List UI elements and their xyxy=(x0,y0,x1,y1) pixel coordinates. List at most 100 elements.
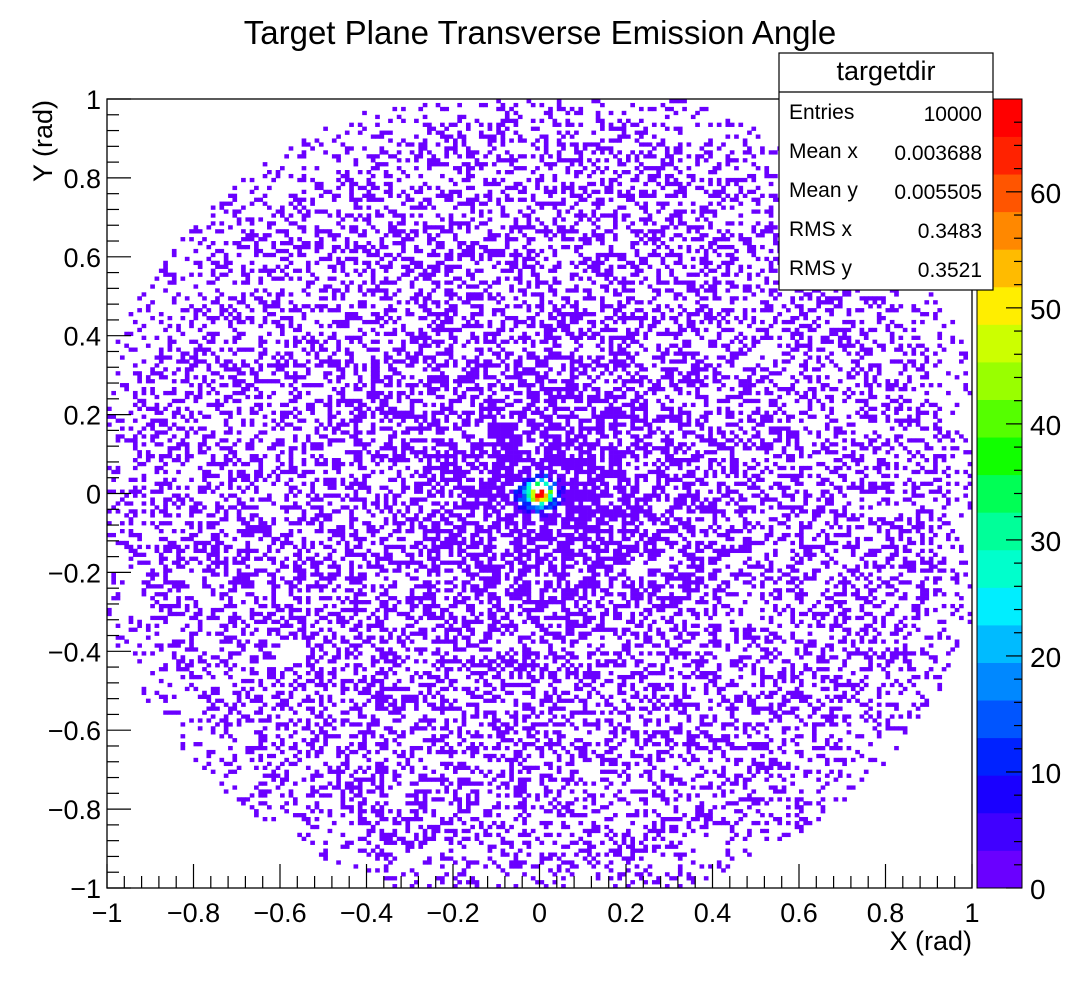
heatmap-cell xyxy=(431,205,437,210)
heatmap-cell xyxy=(353,371,359,376)
heatmap-cell xyxy=(267,225,272,230)
heatmap-cell xyxy=(314,734,320,739)
heatmap-cell xyxy=(249,517,255,522)
heatmap-cell xyxy=(383,497,389,502)
heatmap-cell xyxy=(457,564,462,569)
heatmap-cell xyxy=(414,793,419,798)
heatmap-cell xyxy=(370,458,376,463)
heatmap-cell xyxy=(137,536,142,542)
heatmap-cell xyxy=(310,706,315,711)
heatmap-cell xyxy=(401,627,406,632)
heatmap-cell xyxy=(163,663,168,668)
heatmap-cell xyxy=(258,268,264,273)
heatmap-cell xyxy=(236,438,242,443)
heatmap-cell xyxy=(158,375,164,380)
heatmap-cell xyxy=(349,197,354,202)
heatmap-cell xyxy=(396,663,402,668)
heatmap-cell xyxy=(310,308,315,313)
heatmap-cell xyxy=(249,615,255,621)
heatmap-cell xyxy=(215,276,220,281)
heatmap-cell xyxy=(111,414,116,419)
heatmap-cell xyxy=(453,832,458,838)
heatmap-cell xyxy=(197,694,203,699)
heatmap-cell xyxy=(310,517,315,522)
heatmap-cell xyxy=(431,272,437,277)
heatmap-cell xyxy=(223,458,229,463)
heatmap-cell xyxy=(392,698,398,703)
heatmap-cell xyxy=(310,469,315,475)
heatmap-cell xyxy=(375,197,380,202)
heatmap-cell xyxy=(409,726,415,731)
heatmap-cell xyxy=(267,651,272,656)
heatmap-cell xyxy=(440,477,445,483)
heatmap-cell xyxy=(487,592,493,597)
heatmap-cell xyxy=(353,181,359,187)
heatmap-cell xyxy=(171,446,177,451)
heatmap-cell xyxy=(176,442,181,447)
heatmap-cell xyxy=(154,623,160,628)
heatmap-cell xyxy=(184,430,190,435)
heatmap-cell xyxy=(288,789,294,794)
heatmap-cell xyxy=(444,765,450,770)
heatmap-cell xyxy=(440,469,445,475)
heatmap-cell xyxy=(379,671,385,676)
heatmap-cell xyxy=(310,647,315,652)
heatmap-cell xyxy=(375,852,380,857)
heatmap-cell xyxy=(344,753,350,759)
heatmap-cell xyxy=(435,284,441,289)
heatmap-cell xyxy=(461,868,467,873)
heatmap-cell xyxy=(444,458,450,463)
heatmap-cell xyxy=(353,406,359,411)
heatmap-cell xyxy=(409,844,415,849)
heatmap-cell xyxy=(470,619,475,625)
heatmap-cell xyxy=(340,532,346,538)
heatmap-cell xyxy=(184,375,190,380)
heatmap-cell xyxy=(314,643,320,648)
heatmap-cell xyxy=(461,201,467,206)
heatmap-cell xyxy=(189,532,194,538)
heatmap-cell xyxy=(461,536,467,542)
heatmap-cell xyxy=(314,552,320,557)
heatmap-cell xyxy=(327,639,333,644)
heatmap-cell xyxy=(262,781,268,786)
heatmap-cell xyxy=(474,816,480,822)
heatmap-cell xyxy=(163,544,168,550)
heatmap-cell xyxy=(318,667,324,672)
heatmap-cell xyxy=(422,359,428,364)
heatmap-cell xyxy=(197,655,203,660)
heatmap-cell xyxy=(357,730,363,735)
heatmap-cell xyxy=(366,430,372,435)
heatmap-cell xyxy=(340,264,346,269)
heatmap-cell xyxy=(474,564,480,569)
heatmap-cell xyxy=(206,521,212,526)
heatmap-cell xyxy=(470,402,475,408)
heatmap-cell xyxy=(370,319,376,325)
heatmap-cell xyxy=(370,197,376,202)
heatmap-cell xyxy=(435,438,441,443)
heatmap-cell xyxy=(353,655,359,660)
heatmap-cell xyxy=(167,446,173,451)
heatmap-cell xyxy=(453,659,458,664)
heatmap-cell xyxy=(305,655,311,660)
heatmap-cell xyxy=(249,686,255,692)
heatmap-cell xyxy=(323,481,328,486)
heatmap-cell xyxy=(297,252,302,258)
heatmap-cell xyxy=(478,820,484,826)
heatmap-cell xyxy=(483,414,488,419)
heatmap-cell xyxy=(249,308,255,313)
heatmap-cell xyxy=(292,501,298,506)
heatmap-cell xyxy=(202,584,207,589)
heatmap-cell xyxy=(405,142,411,147)
heatmap-cell xyxy=(366,560,372,565)
heatmap-cell xyxy=(388,505,393,510)
heatmap-cell xyxy=(254,434,259,439)
heatmap-cell xyxy=(465,781,471,786)
heatmap-cell xyxy=(271,627,277,632)
heatmap-cell xyxy=(163,260,168,266)
heatmap-cell xyxy=(258,300,264,305)
heatmap-cell xyxy=(405,615,411,621)
heatmap-cell xyxy=(236,615,242,621)
heatmap-cell xyxy=(158,647,164,652)
heatmap-cell xyxy=(223,730,229,735)
heatmap-cell xyxy=(258,438,264,443)
